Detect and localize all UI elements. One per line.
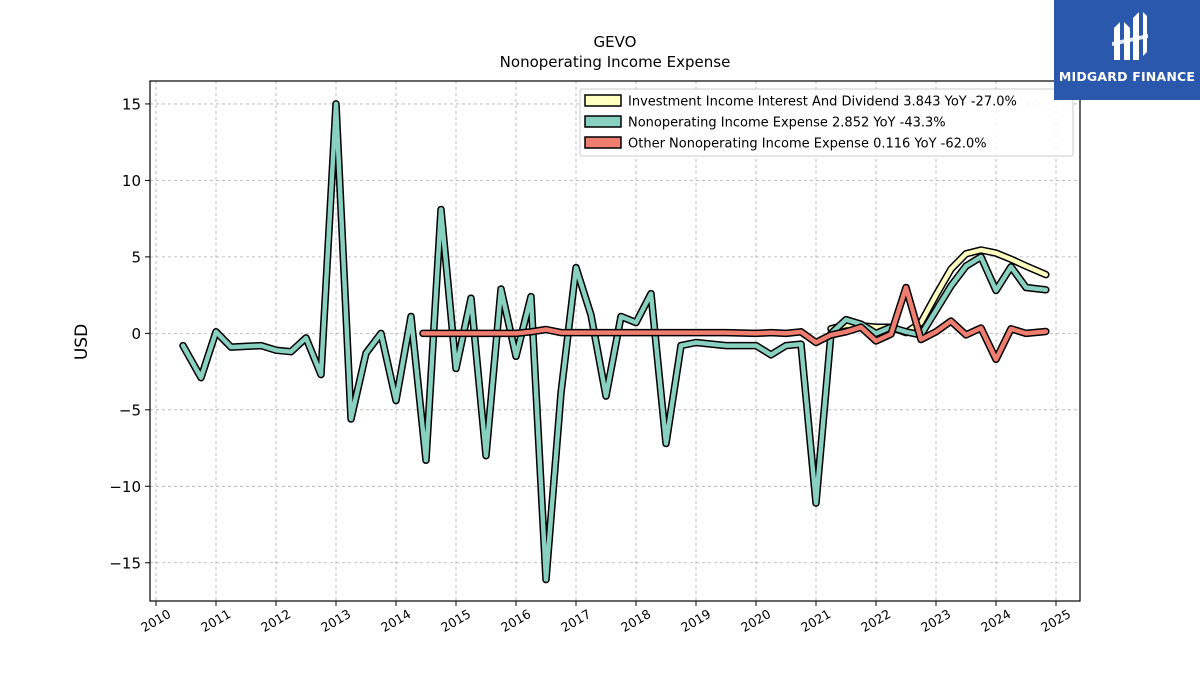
x-tick-label: 2018: [618, 606, 653, 635]
x-tick-label: 2021: [798, 606, 833, 635]
x-tick-label: 2015: [438, 606, 473, 635]
y-tick-label: −10: [109, 478, 141, 496]
legend-label-0: Investment Income Interest And Dividend …: [628, 95, 1017, 110]
x-tick-label: 2020: [738, 606, 773, 635]
y-tick-label: 0: [131, 325, 141, 343]
x-tick-label: 2024: [978, 606, 1013, 635]
y-axis-label: USD: [72, 324, 92, 360]
x-tick-label: 2016: [498, 606, 533, 635]
y-tick-label: −5: [119, 401, 141, 419]
series-1: [179, 100, 1050, 584]
y-tick-label: −15: [109, 554, 141, 572]
plot-frame: [149, 80, 1081, 602]
x-tick-label: 2013: [318, 606, 353, 635]
logo-text: MIDGARD FINANCE: [1058, 69, 1196, 84]
logo-mark-icon: [1112, 12, 1148, 60]
x-tick-label: 2022: [858, 606, 893, 635]
x-tick-label: 2023: [918, 606, 953, 635]
series-0: [827, 246, 1050, 337]
series-layer: [179, 100, 1050, 584]
legend-swatch-2: [584, 136, 622, 149]
series-0-line: [828, 247, 1049, 335]
y-tick-label: 15: [122, 95, 141, 113]
midgard-finance-logo: MIDGARD FINANCE: [1054, 0, 1200, 100]
legend-swatch-0: [584, 94, 622, 107]
series-2-line: [420, 285, 1049, 362]
x-tick-label: 2014: [378, 606, 413, 635]
axis-ticks: 2010 2011 2012 2013 2014 2015 2016 2017 2018 2019…: [109, 95, 1073, 635]
legend-label-1: Nonoperating Income Expense 2.852 YoY -4…: [628, 116, 946, 131]
x-tick-label: 2025: [1038, 606, 1073, 635]
legend: Investment Income Interest And Dividend …: [579, 88, 1074, 157]
x-tick-label: 2012: [258, 606, 293, 635]
y-tick-label: 10: [122, 172, 141, 190]
series-1-line: [180, 101, 1049, 582]
legend-label-2: Other Nonoperating Income Expense 0.116 …: [628, 137, 987, 152]
chart-subtitle: Nonoperating Income Expense: [500, 53, 731, 71]
x-tick-label: 2017: [558, 606, 593, 635]
chart-title: GEVO: [594, 33, 637, 51]
legend-swatch-1: [584, 115, 622, 128]
legend-box: [579, 88, 1074, 157]
x-tick-label: 2010: [138, 606, 173, 635]
x-tick-label: 2019: [678, 606, 713, 635]
y-tick-label: 5: [131, 248, 141, 266]
series-2: [419, 283, 1050, 364]
x-tick-label: 2011: [198, 606, 233, 635]
